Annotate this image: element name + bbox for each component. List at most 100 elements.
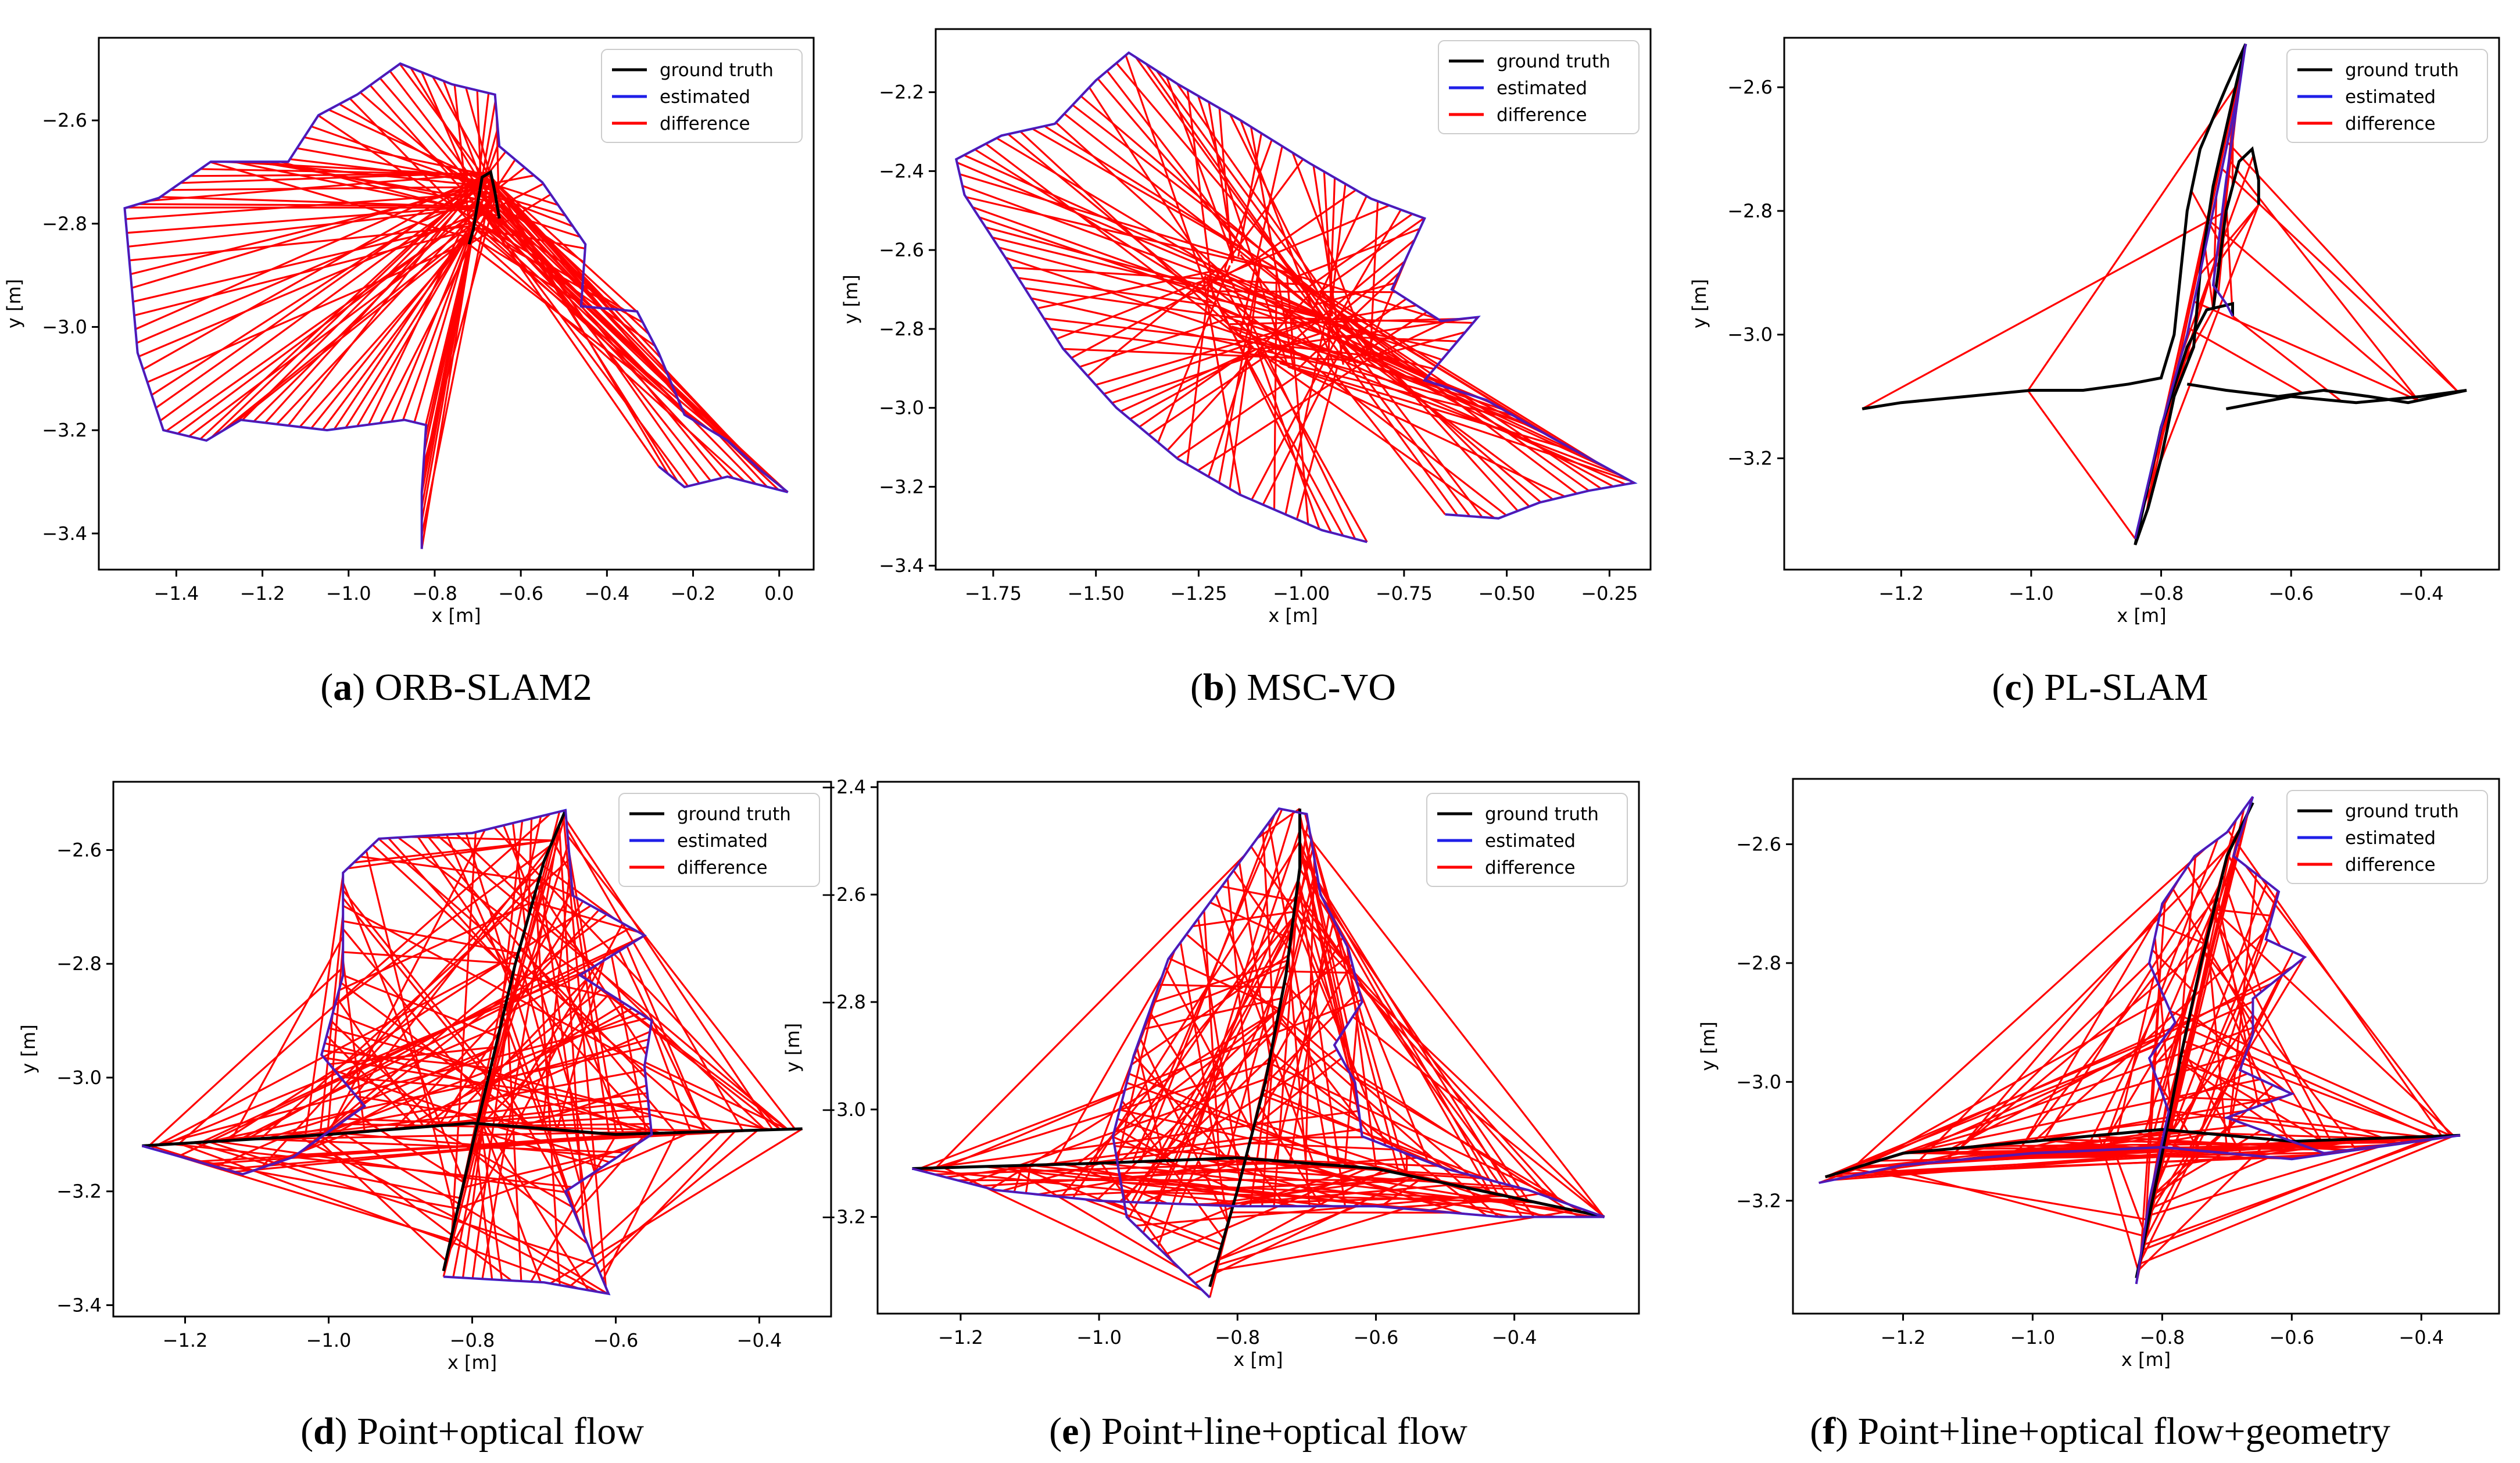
x-tick-label: −0.25: [1581, 582, 1638, 604]
caption-letter: f: [1823, 1410, 1836, 1453]
difference-segment: [369, 84, 478, 208]
difference-segment: [1133, 1055, 1228, 1159]
difference-segment: [1044, 125, 1257, 257]
difference-segment: [1319, 291, 1519, 512]
difference-overlay: [955, 52, 1636, 543]
y-tick-label: −3.2: [1727, 447, 1773, 469]
difference-segment: [964, 154, 1319, 314]
difference-segment: [2128, 1133, 2210, 1150]
legend-label: difference: [677, 857, 768, 878]
difference-segment: [503, 825, 625, 1135]
caption-paren-open: (: [1810, 1410, 1823, 1453]
difference-segment: [1288, 276, 1471, 517]
difference-segment: [1209, 272, 1546, 435]
difference-segment: [1284, 981, 1338, 1042]
difference-segment: [1208, 290, 1396, 294]
x-tick-label: −1.0: [1076, 1326, 1122, 1348]
y-axis-label: y [m]: [1697, 1021, 1719, 1071]
difference-segment: [1338, 338, 1553, 500]
difference-segment: [511, 822, 527, 928]
difference-segment: [2227, 141, 2458, 392]
panel-caption-a: (a) ORB-SLAM2: [37, 666, 876, 710]
difference-segment: [2204, 248, 2214, 310]
x-tick-label: −1.25: [1170, 582, 1227, 604]
difference-segment: [1513, 1193, 1540, 1199]
difference-segment: [160, 196, 477, 208]
estimated-line: [912, 807, 1605, 1299]
difference-segment: [388, 837, 654, 1134]
difference-segment: [1080, 95, 1301, 284]
caption-paren-close: ): [1835, 1410, 1858, 1453]
legend-box: [2286, 790, 2488, 884]
difference-segment: [558, 825, 586, 1236]
difference-segment: [1250, 1142, 1397, 1151]
difference-segment: [1262, 830, 1276, 1036]
ground-truth-line: [2186, 382, 2467, 410]
y-tick-label: −2.6: [879, 239, 924, 261]
legend-label: difference: [1497, 105, 1587, 126]
difference-segment: [1240, 254, 1446, 515]
y-tick-label: −2.8: [1727, 200, 1773, 222]
difference-segment: [241, 171, 492, 421]
plot-area: [1819, 796, 2461, 1285]
difference-segment: [457, 1142, 640, 1210]
difference-segment: [138, 213, 477, 357]
difference-segment: [1125, 55, 1205, 284]
difference-segment: [2172, 1014, 2254, 1131]
legend: ground truth estimated difference: [1438, 40, 1640, 134]
difference-segment: [1960, 1110, 2246, 1149]
difference-segment: [379, 194, 496, 424]
difference-segment: [1226, 878, 1254, 1133]
difference-segment: [356, 1095, 565, 1132]
difference-segment: [2231, 133, 2234, 187]
x-tick-label: −0.8: [1215, 1326, 1260, 1348]
caption-paren-close: ): [2021, 666, 2045, 709]
legend-label: ground truth: [2345, 801, 2459, 822]
x-tick-label: −0.6: [1354, 1326, 1399, 1348]
difference-segment: [340, 982, 536, 1129]
difference-segment: [2170, 1110, 2412, 1143]
difference-segment: [1319, 217, 1425, 292]
difference-segment: [1270, 1051, 1487, 1217]
difference-segment: [1131, 917, 1294, 1203]
difference-segment: [1178, 960, 1289, 1204]
difference-segment: [1392, 1198, 1521, 1209]
panel-caption-d: (d) Point+optical flow: [52, 1410, 892, 1454]
difference-segment: [2042, 819, 2246, 1141]
difference-segment: [923, 1062, 1269, 1172]
difference-segment: [1053, 975, 1164, 1165]
legend-box: [1426, 793, 1628, 887]
difference-segment: [171, 1143, 572, 1188]
axes-frame: [1783, 37, 2500, 571]
difference-segment: [317, 115, 475, 221]
difference-segment: [1096, 1029, 1276, 1201]
difference-segment: [1084, 1198, 1221, 1251]
plot-area: [912, 807, 1605, 1299]
y-tick-label: −2.8: [42, 213, 87, 235]
difference-segment: [912, 1167, 1234, 1203]
difference-segment: [1261, 1036, 1276, 1207]
difference-segment: [446, 834, 511, 985]
y-axis-label: y [m]: [1688, 279, 1710, 328]
difference-segment: [2232, 315, 2342, 402]
difference-segment: [462, 1146, 632, 1189]
difference-segment: [2099, 992, 2196, 1151]
y-tick-label: −3.0: [42, 316, 87, 338]
difference-segment: [486, 1038, 649, 1085]
legend-label: ground truth: [1497, 51, 1610, 72]
difference-segment: [378, 838, 714, 1132]
difference-segment: [1279, 269, 1438, 320]
difference-segment: [542, 864, 615, 920]
difference-segment: [1243, 1168, 1517, 1189]
difference-segment: [935, 853, 1246, 1169]
difference-segment: [146, 241, 471, 383]
y-tick-label: −2.8: [56, 953, 102, 975]
difference-segment: [2027, 78, 2242, 391]
difference-segment: [2149, 1144, 2385, 1217]
difference-segment: [2216, 895, 2260, 1107]
difference-segment: [2142, 1139, 2425, 1251]
difference-segment: [1327, 334, 1614, 488]
difference-segment: [423, 196, 497, 467]
panel-caption-e: (e) Point+line+optical flow: [839, 1410, 1678, 1454]
difference-segment: [1316, 296, 1530, 507]
